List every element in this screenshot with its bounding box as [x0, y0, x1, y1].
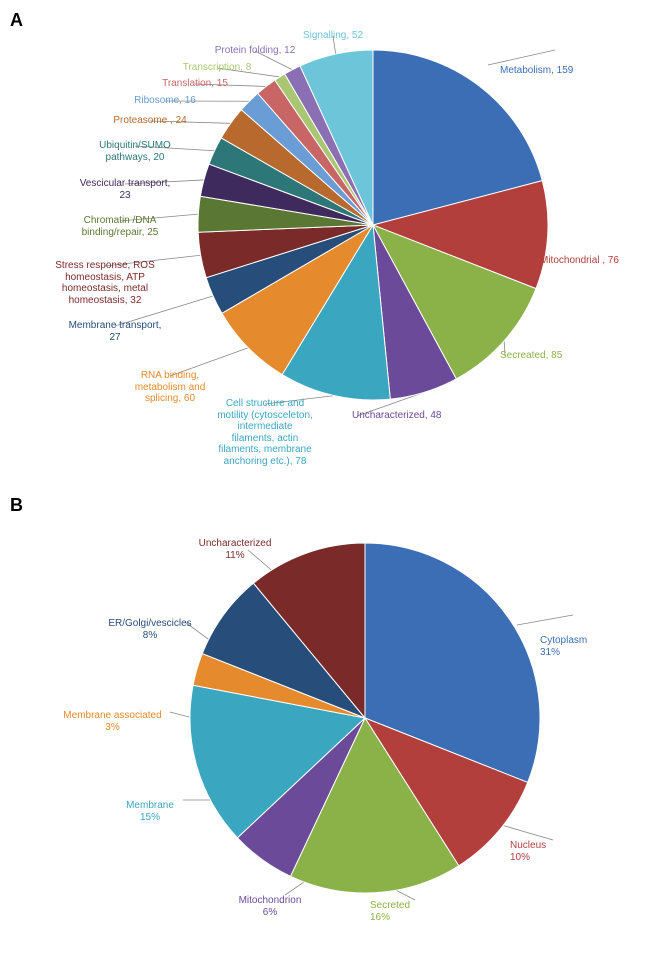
panel-a: A Metabolism, 159Mitochondrial , 76Secre… — [10, 10, 656, 475]
pie-chart-b: Cytoplasm 31%Nucleus 10%Secreted 16%Mito… — [13, 495, 653, 935]
pie-chart-a: Metabolism, 159Mitochondrial , 76Secreat… — [13, 10, 653, 475]
panel-b: B Cytoplasm 31%Nucleus 10%Secreted 16%Mi… — [10, 495, 656, 935]
